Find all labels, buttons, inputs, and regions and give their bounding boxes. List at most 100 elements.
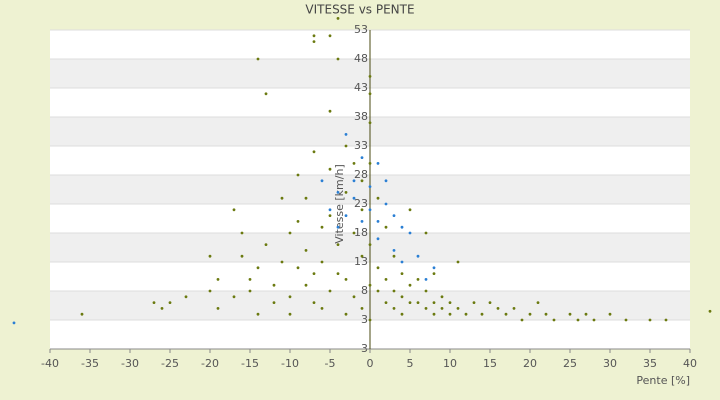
point: [368, 243, 372, 247]
point: [416, 254, 420, 258]
point: [280, 196, 284, 200]
point: [272, 283, 276, 287]
x-tick-label: -35: [81, 357, 99, 370]
point: [264, 243, 268, 247]
point: [424, 307, 428, 310]
y-tick-label: 13: [354, 255, 368, 268]
y-tick-label: 53: [354, 23, 368, 36]
x-tick-label: 10: [443, 357, 457, 370]
point: [368, 75, 372, 78]
point: [360, 156, 364, 160]
point: [376, 196, 380, 200]
x-tick-label: -40: [41, 357, 59, 370]
point: [408, 208, 412, 212]
point: [400, 260, 404, 264]
point: [392, 249, 396, 252]
point: [456, 260, 460, 264]
point: [368, 185, 372, 189]
point: [424, 278, 428, 281]
point: [80, 312, 84, 316]
point: [304, 283, 308, 287]
point: [336, 243, 340, 247]
point: [288, 231, 292, 235]
y-axis-label: Vitesse [km/h]: [333, 164, 346, 244]
point: [312, 272, 316, 275]
point: [376, 237, 380, 241]
point: [448, 312, 452, 316]
point: [384, 301, 388, 304]
point: [320, 260, 324, 264]
point: [168, 301, 172, 304]
point: [400, 272, 404, 275]
point: [440, 307, 444, 310]
point: [368, 208, 372, 212]
y-tick-label: 48: [354, 52, 368, 65]
point: [344, 133, 348, 136]
point: [320, 307, 324, 310]
point: [368, 92, 372, 96]
point: [232, 295, 236, 299]
point: [368, 162, 372, 165]
point: [472, 301, 476, 304]
point: [352, 295, 356, 299]
point: [568, 312, 572, 316]
point: [360, 307, 364, 310]
point: [312, 40, 316, 43]
point: [240, 231, 244, 235]
point: [152, 301, 156, 304]
point: [304, 196, 308, 200]
point: [208, 289, 212, 293]
point: [328, 208, 332, 212]
point: [384, 202, 388, 206]
point: [416, 301, 420, 304]
point: [584, 312, 588, 316]
point: [360, 208, 364, 212]
point: [232, 208, 236, 212]
y-tick-label: 38: [354, 110, 368, 123]
point: [376, 289, 380, 293]
x-tick-label: 0: [367, 357, 374, 370]
point: [280, 260, 284, 264]
point: [216, 307, 220, 310]
x-tick-label: 35: [643, 357, 657, 370]
x-tick-label: -10: [281, 357, 299, 370]
point: [488, 301, 492, 304]
point: [336, 225, 340, 229]
y-tick-label: 43: [354, 81, 368, 94]
point: [344, 278, 348, 281]
point: [352, 179, 356, 183]
point: [528, 312, 532, 316]
point: [464, 312, 468, 316]
point: [184, 295, 188, 299]
point: [392, 254, 396, 258]
point: [496, 307, 500, 310]
point: [344, 191, 348, 194]
point: [368, 283, 372, 287]
y-tick-label: 8: [361, 284, 368, 297]
point: [264, 92, 268, 96]
point: [400, 225, 404, 229]
point: [432, 272, 436, 275]
point: [576, 318, 580, 322]
x-tick-label: -20: [201, 357, 219, 370]
point: [288, 295, 292, 299]
point: [352, 162, 356, 165]
point: [592, 318, 596, 322]
point: [376, 162, 380, 165]
x-tick-label: -25: [161, 357, 179, 370]
point: [608, 312, 612, 316]
x-tick-label: -15: [241, 357, 259, 370]
point: [392, 289, 396, 293]
point: [336, 57, 340, 61]
point: [552, 318, 556, 322]
point: [312, 150, 316, 154]
point: [320, 179, 324, 183]
x-tick-label: -30: [121, 357, 139, 370]
point: [256, 312, 260, 316]
point: [384, 179, 388, 183]
point: [296, 173, 300, 177]
point: [344, 312, 348, 316]
point: [432, 301, 436, 304]
point: [320, 225, 324, 229]
point: [336, 272, 340, 275]
